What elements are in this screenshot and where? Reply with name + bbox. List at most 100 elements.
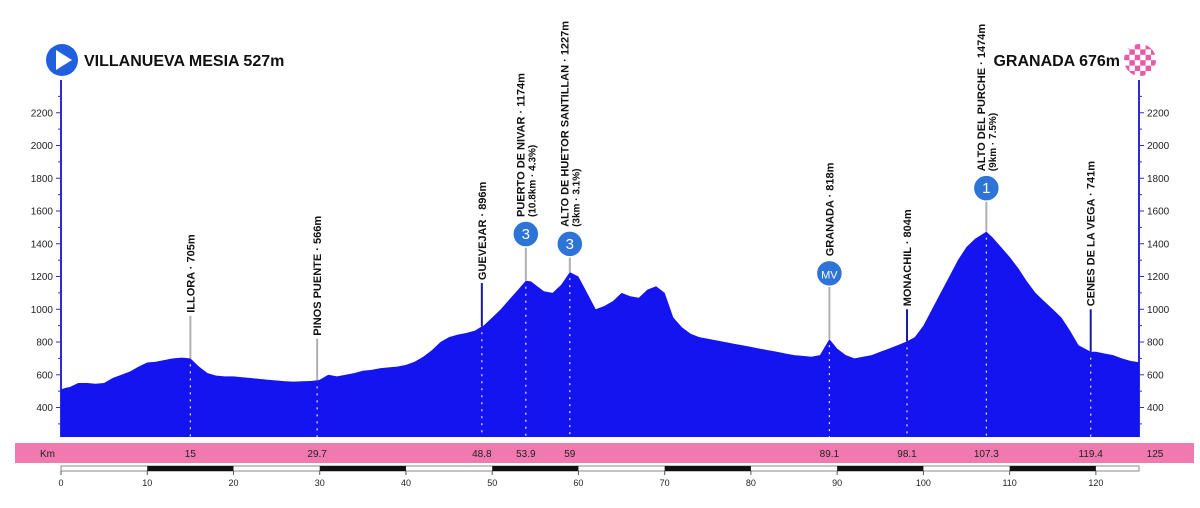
- flag-square: [1124, 65, 1130, 71]
- flag-square: [1129, 60, 1135, 66]
- climb-category-badge: [556, 230, 584, 258]
- scale-tick-label: 20: [228, 478, 238, 488]
- climb-category-label: 3: [522, 226, 530, 243]
- scale-tick-label: 30: [315, 478, 325, 488]
- scale-bar-segment: [664, 466, 751, 471]
- scale-tick-label: 80: [746, 478, 756, 488]
- km-mark-label: 119.4: [1079, 449, 1104, 460]
- y-tick-label-right: 1400: [1147, 239, 1170, 250]
- y-tick-label-left: 400: [36, 403, 53, 414]
- y-tick-label-right: 1800: [1147, 174, 1170, 185]
- climb-category-label: 1: [982, 180, 990, 197]
- poi-label: CENES DE LA VEGA · 741m: [1086, 161, 1098, 306]
- km-mark-label: 53.9: [516, 449, 536, 460]
- climb-category-badge: [972, 174, 1001, 202]
- poi-label: (10.8km · 4.3%): [527, 145, 538, 217]
- km-mark-label: 29.7: [307, 449, 327, 460]
- flag-square: [1134, 44, 1141, 50]
- start-marker: [46, 44, 78, 76]
- y-tick-label-right: 600: [1147, 370, 1164, 381]
- y-tick-label-right: 1000: [1147, 305, 1170, 316]
- km-band: Km 15 29.7 48.8 53.9 59 89.1 98.1 107.3 119.4 125: [15, 443, 1194, 463]
- km-mark-label: 107.3: [974, 449, 999, 460]
- km-mark-label: 59: [564, 449, 576, 460]
- distance-scale: 0 10 20 30 40 50 60 70 80 90 100 110 120: [58, 465, 1140, 488]
- flag-square: [1134, 54, 1141, 61]
- km-mark-label: 89.1: [820, 449, 840, 460]
- y-tick-label-right: 400: [1147, 403, 1164, 414]
- y-tick-label-left: 2200: [31, 108, 54, 119]
- y-tick-label-right: 2000: [1147, 141, 1170, 152]
- scale-tick-label: 50: [487, 478, 497, 488]
- climb-category-label: 3: [566, 236, 574, 253]
- y-tick-label-left: 2000: [31, 141, 54, 152]
- scale-tick-label: 110: [1002, 478, 1016, 488]
- y-tick-label-left: 1000: [31, 305, 54, 316]
- y-tick-label-left: 1400: [31, 239, 54, 250]
- poi-label: ALTO DE HUETOR SANTILLAN · 1227m: [559, 21, 571, 227]
- poi-label: GRANADA · 818m: [824, 162, 836, 256]
- flag-square: [1151, 71, 1156, 76]
- scale-tick-label: 90: [832, 478, 842, 488]
- y-tick-label-left: 1800: [31, 174, 54, 185]
- poi-label: PUERTO DE NIVAR · 1174m: [515, 73, 527, 217]
- poi-label: MONACHIL · 804m: [902, 209, 914, 306]
- poi-label: ALTO DEL PURCHE · 1474m: [976, 24, 988, 172]
- flag-square: [1140, 49, 1146, 55]
- profile-area: [61, 231, 1139, 437]
- scale-bar-segment: [147, 466, 234, 471]
- poi-label: (3km · 3.1%): [571, 169, 582, 227]
- climb-category-label: MV: [821, 269, 838, 281]
- finish-label: GRANADA 676m: [993, 53, 1120, 70]
- scale-bar-segment: [837, 466, 924, 471]
- km-mark-label: 48.8: [472, 449, 492, 460]
- start-label: VILLANUEVA MESIA 527m: [84, 53, 284, 70]
- scale-bar-frame: [60, 465, 1140, 472]
- y-tick-label-left: 800: [36, 338, 53, 349]
- scale-tick-label: 40: [401, 478, 411, 488]
- flag-squares: [1124, 44, 1156, 76]
- y-tick-label-left: 600: [36, 370, 53, 381]
- scale-tick-label: 10: [142, 478, 152, 488]
- flag-square: [1140, 71, 1146, 76]
- y-tick-label-right: 2200: [1147, 108, 1170, 119]
- scale-tick-label: 100: [916, 478, 931, 488]
- flag-square: [1145, 54, 1151, 61]
- scale-bar-segment: [1009, 466, 1096, 471]
- flag-square: [1129, 71, 1135, 76]
- annotations: ILLORA · 705m PINOS PUENTE · 566m GUEVEJAR…: [185, 21, 1098, 437]
- checkered-flag-icon: [1124, 44, 1156, 76]
- poi-label: (9km · 7.5%): [988, 113, 999, 171]
- km-band-label: Km: [40, 449, 55, 460]
- y-tick-label-right: 1200: [1147, 272, 1170, 283]
- y-tick-label-right: 800: [1147, 338, 1164, 349]
- scale-tick-label: 60: [573, 478, 583, 488]
- flag-square: [1151, 49, 1156, 55]
- flag-square: [1145, 65, 1151, 71]
- flag-square: [1140, 60, 1146, 66]
- km-mark-label: 125: [1147, 449, 1164, 460]
- poi-label: ILLORA · 705m: [185, 234, 197, 313]
- y-tick-label-left: 1600: [31, 207, 54, 218]
- poi-label: PINOS PUENTE · 566m: [312, 216, 324, 336]
- y-tick-label-right: 1600: [1147, 207, 1170, 218]
- climb-category-badge: [512, 220, 540, 248]
- km-band-bar: [15, 443, 1194, 463]
- flag-square: [1124, 54, 1130, 61]
- scale-bar-segment: [319, 466, 406, 471]
- scale-tick-label: 70: [660, 478, 670, 488]
- km-mark-label: 98.1: [897, 449, 917, 460]
- flag-square: [1124, 44, 1130, 50]
- climb-category-badge: [815, 259, 844, 288]
- y-tick-label-left: 1200: [31, 272, 54, 283]
- scale-tick-label: 0: [58, 478, 63, 488]
- flag-square: [1145, 44, 1151, 50]
- flag-square: [1134, 65, 1141, 71]
- flag-square: [1151, 60, 1156, 66]
- scale-tick-label: 120: [1088, 478, 1103, 488]
- scale-bar-segment: [492, 466, 579, 471]
- km-mark-label: 15: [185, 449, 197, 460]
- poi-label: GUEVEJAR · 896m: [477, 181, 489, 280]
